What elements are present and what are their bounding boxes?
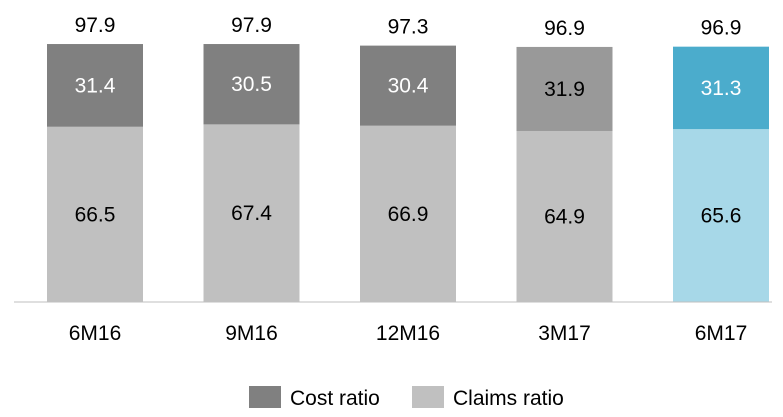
legend: Cost ratio Claims ratio [249, 386, 564, 410]
bar-cost-ratio-3m17 [516, 46, 613, 131]
bar-cost-ratio-12m16 [360, 45, 456, 126]
bar-cost-ratio-6m16 [47, 44, 143, 127]
bars-layer [47, 44, 769, 303]
data-label-claims-ratio-6m16: 66.5 [75, 203, 116, 226]
x-tick-label-12m16: 12M16 [376, 322, 440, 345]
bar-claims-ratio-9m16 [203, 124, 300, 302]
total-label-9m16: 97.9 [231, 14, 272, 37]
data-label-claims-ratio-12m16: 66.9 [388, 203, 429, 226]
labels-layer: 66.5 31.4 97.9 6M16 67.4 30.5 97.9 9M16 66.9 30.4… [69, 14, 748, 345]
data-label-cost-ratio-6m16: 31.4 [75, 74, 116, 97]
data-label-cost-ratio-3m17: 31.9 [544, 78, 585, 101]
total-label-6m16: 97.9 [75, 14, 116, 37]
bar-claims-ratio-6m16 [47, 126, 143, 303]
legend-label-claims-ratio: Claims ratio [453, 387, 564, 410]
total-label-6m17: 96.9 [701, 17, 742, 40]
x-tick-label-9m16: 9M16 [225, 322, 278, 345]
legend-swatch-cost-ratio [249, 386, 281, 408]
bar-claims-ratio-12m16 [360, 125, 456, 302]
legend-label-cost-ratio: Cost ratio [290, 387, 380, 410]
data-label-cost-ratio-9m16: 30.5 [231, 73, 272, 96]
total-label-3m17: 96.9 [544, 17, 585, 40]
bar-claims-ratio-3m17 [516, 130, 613, 302]
bar-claims-ratio-6m17 [673, 129, 769, 302]
data-label-claims-ratio-3m17: 64.9 [544, 205, 585, 228]
data-label-claims-ratio-6m17: 65.6 [701, 205, 742, 228]
total-label-12m16: 97.3 [388, 16, 429, 39]
bar-cost-ratio-9m16 [203, 44, 300, 125]
legend-swatch-claims-ratio [412, 386, 444, 408]
x-tick-label-6m16: 6M16 [69, 322, 122, 345]
data-label-cost-ratio-6m17: 31.3 [701, 77, 742, 100]
data-label-cost-ratio-12m16: 30.4 [388, 75, 429, 98]
data-label-claims-ratio-9m16: 67.4 [231, 202, 272, 225]
x-tick-label-6m17: 6M17 [695, 322, 748, 345]
bar-cost-ratio-6m17 [673, 46, 769, 130]
x-tick-label-3m17: 3M17 [538, 322, 591, 345]
